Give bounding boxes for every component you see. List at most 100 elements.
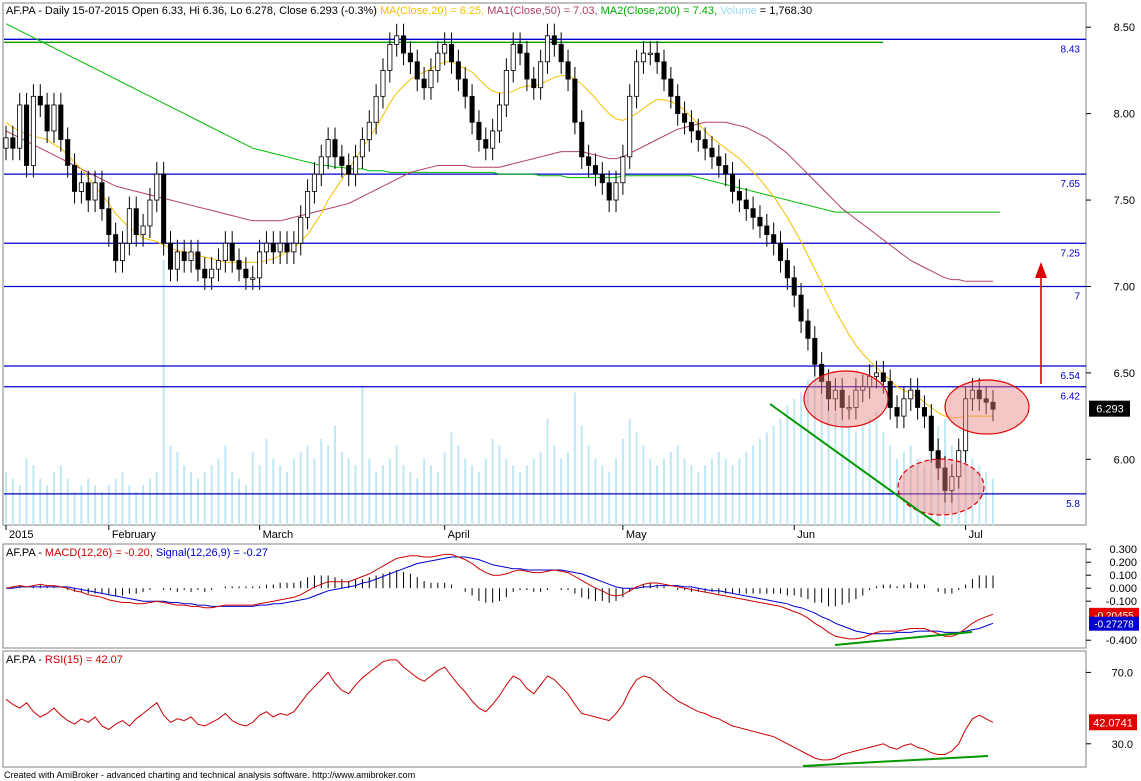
volume-bar bbox=[601, 465, 604, 525]
candle-body bbox=[106, 208, 112, 236]
candle-body bbox=[428, 70, 434, 89]
y-tick-label: 7.50 bbox=[1114, 195, 1135, 207]
candle-body bbox=[627, 95, 633, 158]
volume-bar bbox=[196, 478, 199, 525]
downtrend-line bbox=[769, 403, 941, 527]
signal-value-label: -0.27278 bbox=[1094, 620, 1134, 631]
volume-bar bbox=[286, 472, 289, 525]
candle-body bbox=[901, 398, 907, 417]
volume-bar bbox=[190, 472, 193, 525]
candle-body bbox=[942, 467, 948, 491]
volume-bar bbox=[258, 465, 261, 525]
candle-body bbox=[538, 61, 544, 89]
volume-bar bbox=[525, 465, 528, 525]
volume-bar bbox=[841, 419, 844, 525]
volume-bar bbox=[402, 465, 405, 525]
volume-bar bbox=[429, 465, 432, 525]
candle-body bbox=[682, 113, 688, 123]
candle-body bbox=[407, 52, 413, 63]
y-tick-label: 0.100 bbox=[1109, 570, 1137, 582]
candle-body bbox=[202, 268, 208, 279]
macd-line bbox=[5, 553, 994, 640]
rsi-pane[interactable]: AF.PA - RSI(15) = 42.07 70.0 30.0 42.0741 bbox=[2, 650, 1137, 768]
volume-bar bbox=[313, 458, 316, 525]
candle-body bbox=[784, 260, 790, 279]
volume-bar bbox=[25, 458, 28, 525]
volume-bar bbox=[772, 425, 775, 525]
candle-body bbox=[10, 137, 16, 149]
volume-bars bbox=[5, 260, 994, 525]
y-tick-label: 6.50 bbox=[1114, 368, 1135, 380]
macd-pane[interactable]: AF.PA - MACD(12,26) = -0.20, Signal(12,26… bbox=[2, 543, 1139, 649]
candle-body bbox=[496, 104, 503, 132]
volume-bar bbox=[334, 425, 336, 525]
candle-body bbox=[490, 130, 496, 149]
volume-bar bbox=[217, 458, 220, 525]
volume-bar bbox=[423, 458, 426, 525]
candle-body bbox=[229, 242, 235, 261]
volume-bar bbox=[930, 438, 933, 525]
volume-bar bbox=[368, 458, 371, 525]
candle-body bbox=[579, 121, 585, 158]
candle-body bbox=[963, 398, 969, 452]
candle-body bbox=[17, 104, 23, 149]
volume-bar bbox=[272, 458, 275, 525]
candle-body bbox=[325, 139, 331, 158]
volume-bar bbox=[882, 432, 885, 525]
volume-bar bbox=[532, 458, 535, 525]
volume-bar bbox=[148, 478, 151, 525]
volume-bar bbox=[992, 478, 994, 525]
volume-bar bbox=[484, 458, 487, 525]
volume-bar bbox=[52, 472, 55, 525]
volume-bar bbox=[786, 405, 789, 525]
candle-body bbox=[236, 260, 242, 270]
candle-body bbox=[915, 389, 921, 408]
candle-body bbox=[510, 44, 516, 71]
volume-bar bbox=[649, 458, 652, 525]
volume-bar bbox=[306, 445, 309, 525]
y-tick-label: 70.0 bbox=[1112, 667, 1133, 679]
candle-body bbox=[291, 242, 297, 253]
candle-body bbox=[476, 121, 482, 140]
volume-bar bbox=[59, 465, 62, 525]
candle-body bbox=[517, 44, 523, 54]
volume-bar bbox=[621, 438, 624, 525]
rsi-trend-line bbox=[802, 755, 989, 767]
candle-body bbox=[983, 398, 989, 403]
candle-body bbox=[750, 208, 756, 218]
candle-body bbox=[414, 61, 420, 80]
candle-body bbox=[277, 242, 283, 253]
volume-bar bbox=[87, 478, 90, 525]
price-level-label: 7 bbox=[1074, 291, 1080, 302]
candle-body bbox=[716, 156, 722, 166]
candle-body bbox=[709, 147, 715, 158]
volume-bar bbox=[806, 379, 809, 525]
rsi-line bbox=[5, 659, 994, 761]
volume-bar bbox=[11, 478, 14, 525]
volume-bar bbox=[854, 432, 857, 525]
rsi-line bbox=[5, 659, 994, 761]
candle-body bbox=[764, 225, 770, 236]
volume-bar bbox=[553, 445, 556, 525]
volume-bar bbox=[697, 472, 700, 525]
volume-bar bbox=[724, 458, 727, 525]
rsi-y-axis: 70.0 30.0 42.0741 bbox=[1086, 667, 1137, 751]
footer-credit: Created with AmiBroker - advanced charti… bbox=[4, 770, 415, 780]
volume-bar bbox=[848, 425, 851, 525]
candle-body bbox=[730, 173, 736, 192]
y-tick-label: 0.200 bbox=[1109, 557, 1137, 569]
price-level-label: 8.43 bbox=[1061, 44, 1081, 55]
candle-body bbox=[606, 182, 612, 201]
volume-bar bbox=[704, 465, 707, 525]
volume-bar bbox=[923, 465, 926, 525]
volume-bar bbox=[327, 445, 330, 525]
volume-bar bbox=[354, 465, 357, 525]
candle-body bbox=[483, 139, 489, 149]
candle-body bbox=[78, 182, 84, 192]
x-axis-labels: 2015 February March April May Jun Jul bbox=[5, 525, 983, 541]
highlight-ellipse bbox=[944, 379, 1030, 435]
volume-bar bbox=[436, 472, 439, 525]
candle-body bbox=[65, 139, 71, 166]
